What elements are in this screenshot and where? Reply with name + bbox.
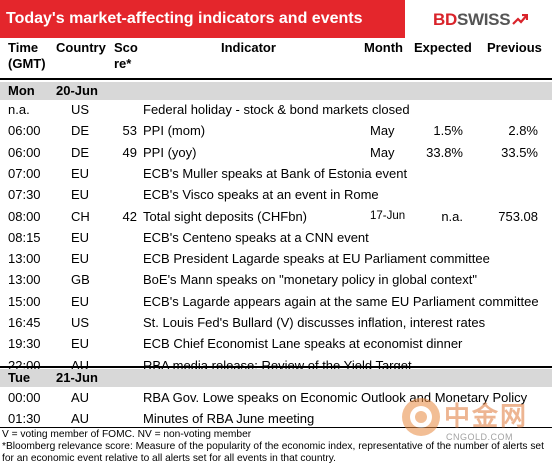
table-row: 22:00 AU RBA media release: Review of the … xyxy=(0,356,552,375)
cell-time: 13:00 xyxy=(8,251,41,267)
cell-expected: 33.8% xyxy=(426,144,463,160)
cell-country: CH xyxy=(71,208,90,224)
footnote-voting: V = voting member of FOMC. NV = non-voti… xyxy=(2,429,252,440)
cell-time: n.a. xyxy=(8,102,30,117)
cell-country: EU xyxy=(71,165,90,181)
watermark-sub: CNGOLD.COM xyxy=(446,432,514,442)
cell-country: EU xyxy=(71,229,90,245)
watermark-text: 中金网 xyxy=(444,401,529,431)
cell-country: US xyxy=(71,315,90,330)
table-row: 19:30 EU ECB Chief Economist Lane speaks a… xyxy=(0,334,552,353)
cell-indicator: Total sight deposits (CHFbn) xyxy=(143,208,308,224)
cell-indicator: ECB's Muller speaks at Bank of Estonia e… xyxy=(143,165,408,181)
cell-indicator: Minutes of RBA June meeting xyxy=(143,411,315,427)
cell-time: 06:00 xyxy=(8,123,41,139)
cell-score: 49 xyxy=(122,144,137,160)
footer-divider xyxy=(0,427,552,428)
table-row: 08:15 EU ECB's Centeno speaks at a CNN eve… xyxy=(0,228,552,247)
day-band-mon: Mon 20-Jun xyxy=(0,82,552,100)
table-row: 06:00 DE 49 PPI (yoy) May 33.8% 33.5% xyxy=(0,143,552,162)
cell-country: AU xyxy=(71,390,90,405)
cell-indicator: ECB's Centeno speaks at a CNN event xyxy=(143,229,369,245)
page-title: Today's market-affecting indicators and … xyxy=(0,0,405,38)
col-header-time: Time (GMT) xyxy=(8,40,46,71)
cell-time: 15:00 xyxy=(8,293,41,309)
cell-expected: 1.5% xyxy=(433,123,463,139)
cell-country: EU xyxy=(71,187,90,203)
table-row: 13:00 GB BoE's Mann speaks on "monetary po… xyxy=(0,270,552,289)
cell-indicator: BoE's Mann speaks on "monetary policy in… xyxy=(143,272,478,288)
col-header-country: Country xyxy=(56,40,106,55)
col-header-indicator: Indicator xyxy=(221,40,276,55)
footnote-relevance: *Bloomberg relevance score: Measure of t… xyxy=(2,441,544,464)
cngold-watermark: 中金网 CNGOLD.COM xyxy=(398,392,548,447)
cell-indicator: PPI (mom) xyxy=(143,123,206,139)
cell-indicator: ECB's Visco speaks at an event in Rome xyxy=(143,187,379,203)
table-row: 08:00 CH 42 Total sight deposits (CHFbn) 17-… xyxy=(0,207,552,226)
day-name: Tue xyxy=(8,370,31,385)
cell-month: May xyxy=(370,144,395,160)
cell-time: 06:00 xyxy=(8,144,41,160)
cell-country: EU xyxy=(71,251,90,267)
logo-swiss: SWISS xyxy=(456,10,511,29)
day-divider xyxy=(0,366,552,368)
cell-time: 07:00 xyxy=(8,165,41,181)
cell-time: 01:30 xyxy=(8,411,41,427)
day-date: 20-Jun xyxy=(56,83,98,98)
cell-time: 16:45 xyxy=(8,315,41,330)
cell-time: 08:00 xyxy=(8,208,41,224)
logo-arrow-icon xyxy=(512,14,529,25)
cell-time: 08:15 xyxy=(8,229,41,245)
table-row: 15:00 EU ECB's Lagarde appears again at th… xyxy=(0,292,552,311)
cell-indicator: RBA media release: Review of the Yield T… xyxy=(143,356,412,375)
table-row: 07:30 EU ECB's Visco speaks at an event in… xyxy=(0,185,552,204)
cell-indicator: ECB President Lagarde speaks at EU Parli… xyxy=(143,251,490,267)
cell-indicator: ECB Chief Economist Lane speaks at econo… xyxy=(143,336,463,352)
cell-country: US xyxy=(71,102,90,117)
cell-score: 42 xyxy=(122,208,137,224)
table-row: 01:30 AU Minutes of RBA June meeting xyxy=(0,409,552,428)
cell-indicator: Federal holiday - stock & bond markets c… xyxy=(143,102,410,117)
cngold-logo-icon xyxy=(402,398,440,436)
table-row: 07:00 EU ECB's Muller speaks at Bank of Es… xyxy=(0,164,552,183)
cell-previous: 2.8% xyxy=(508,123,538,139)
cell-time: 00:00 xyxy=(8,390,41,405)
table-row: 06:00 DE 53 PPI (mom) May 1.5% 2.8% xyxy=(0,121,552,140)
cell-country: GB xyxy=(71,272,90,288)
table-row: n.a. US Federal holiday - stock & bond mar… xyxy=(0,100,552,119)
cell-month: May xyxy=(370,123,395,139)
col-header-previous: Previous xyxy=(487,40,542,55)
col-header-score: Sco re* xyxy=(114,40,138,71)
cell-country: AU xyxy=(71,356,89,375)
cell-month: 17-Jun xyxy=(370,209,406,222)
cell-time: 19:30 xyxy=(8,336,41,352)
bdswiss-logo: BDSWISS xyxy=(433,10,529,30)
table-row: 16:45 US St. Louis Fed's Bullard (V) discu… xyxy=(0,313,552,332)
cell-country: AU xyxy=(71,411,90,427)
cell-country: EU xyxy=(71,336,90,352)
cell-indicator: St. Louis Fed's Bullard (V) discusses in… xyxy=(143,315,486,330)
day-date: 21-Jun xyxy=(56,370,98,385)
cell-time: 07:30 xyxy=(8,187,41,203)
cell-country: EU xyxy=(71,293,90,309)
header: Today's market-affecting indicators and … xyxy=(0,0,552,38)
col-header-month: Month xyxy=(364,40,403,55)
cell-country: DE xyxy=(71,123,90,139)
cell-time: 13:00 xyxy=(8,272,41,288)
cell-score: 53 xyxy=(122,123,137,139)
footnotes: V = voting member of FOMC. NV = non-voti… xyxy=(2,429,550,465)
cell-country: DE xyxy=(71,144,90,160)
day-name: Mon xyxy=(8,83,35,98)
logo-bd: BD xyxy=(433,10,457,29)
cell-expected: n.a. xyxy=(441,208,463,224)
cell-previous: 753.08 xyxy=(498,208,538,224)
col-header-expected: Expected xyxy=(414,40,472,55)
day-band-tue: Tue 21-Jun xyxy=(0,369,552,387)
header-divider xyxy=(0,78,552,80)
cell-previous: 33.5% xyxy=(501,144,538,160)
cell-time: 22:00 xyxy=(8,356,41,375)
table-row: 13:00 EU ECB President Lagarde speaks at E… xyxy=(0,249,552,268)
cell-indicator: PPI (yoy) xyxy=(143,144,197,160)
cell-indicator: ECB's Lagarde appears again at the same … xyxy=(143,293,539,309)
